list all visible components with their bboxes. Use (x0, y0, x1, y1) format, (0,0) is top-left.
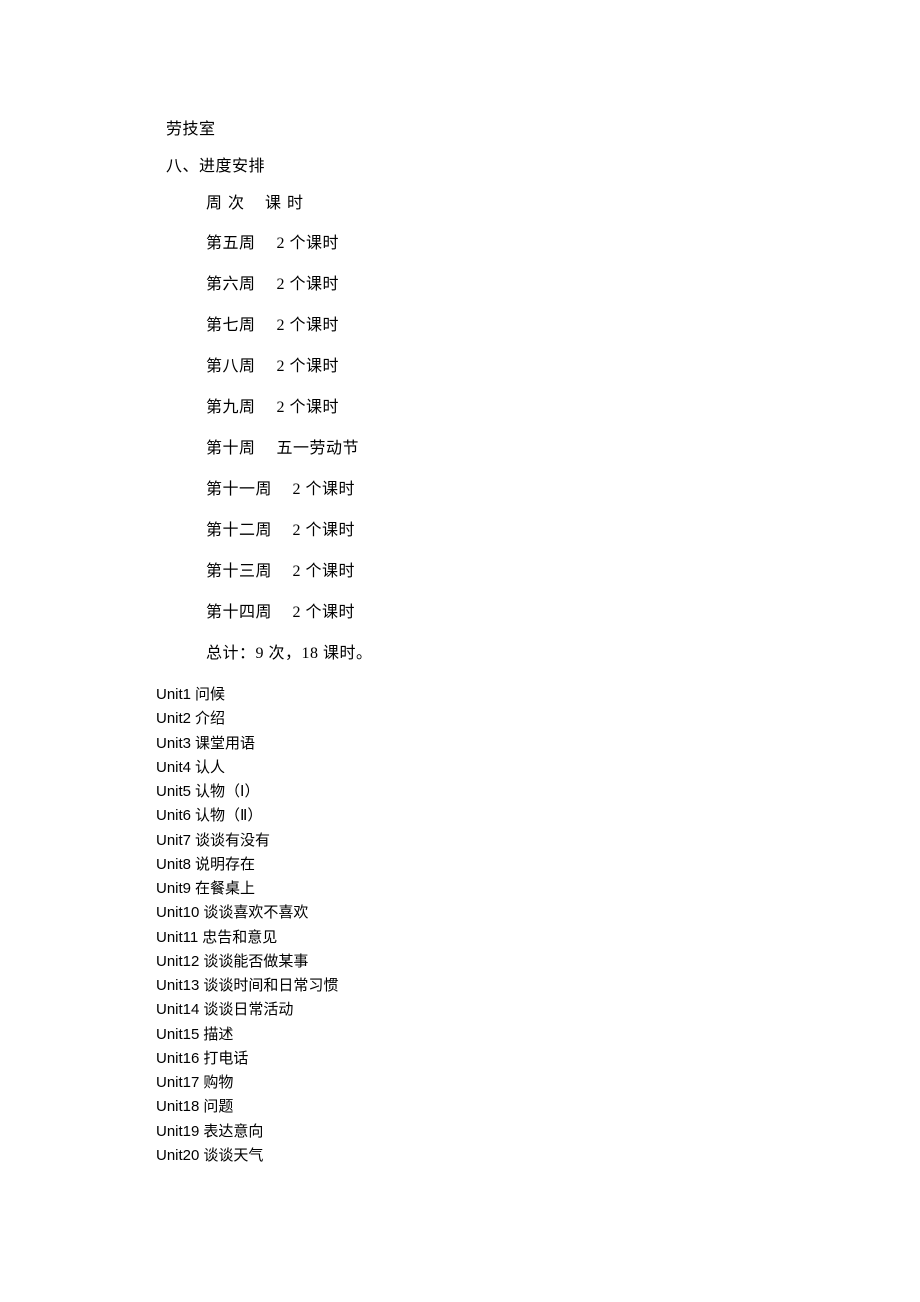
schedule-week: 第八周 (206, 355, 272, 379)
schedule-week: 第五周 (206, 232, 272, 256)
schedule-header-week: 周 次 (206, 195, 245, 212)
schedule-row: 第八周 2 个课时 (206, 355, 920, 379)
schedule-hours: 2 个课时 (277, 235, 340, 252)
unit-row: Unit3课堂用语 (156, 732, 920, 756)
schedule-row: 第十二周 2 个课时 (206, 519, 920, 543)
unit-row: Unit7谈谈有没有 (156, 829, 920, 853)
unit-title: 谈谈能否做某事 (203, 954, 308, 970)
unit-row: Unit8说明存在 (156, 853, 920, 877)
schedule-week: 第十四周 (206, 601, 288, 625)
schedule-week: 第十周 (206, 437, 272, 461)
unit-label: Unit7 (156, 832, 191, 849)
schedule-row: 第七周 2 个课时 (206, 314, 920, 338)
unit-title: 购物 (203, 1075, 233, 1091)
unit-row: Unit2介绍 (156, 707, 920, 731)
unit-row: Unit15描述 (156, 1023, 920, 1047)
schedule-row: 第六周 2 个课时 (206, 273, 920, 297)
schedule-hours: 2 个课时 (293, 481, 356, 498)
unit-label: Unit11 (156, 929, 198, 946)
unit-label: Unit2 (156, 710, 191, 727)
unit-row: Unit16打电话 (156, 1047, 920, 1071)
unit-title: 描述 (203, 1027, 233, 1043)
unit-label: Unit19 (156, 1123, 199, 1140)
unit-title: 忠告和意见 (202, 930, 277, 946)
unit-label: Unit18 (156, 1098, 199, 1115)
schedule-hours: 2 个课时 (293, 522, 356, 539)
schedule-week: 第十三周 (206, 560, 288, 584)
unit-row: Unit20谈谈天气 (156, 1144, 920, 1168)
unit-label: Unit1 (156, 686, 191, 703)
unit-title: 认物（Ⅰ） (195, 784, 259, 800)
unit-title: 认人 (195, 760, 225, 776)
unit-list: Unit1问候 Unit2介绍 Unit3课堂用语 Unit4认人 Unit5认… (156, 683, 920, 1168)
unit-label: Unit3 (156, 735, 191, 752)
unit-label: Unit14 (156, 1001, 199, 1018)
schedule-hours: 2 个课时 (277, 317, 340, 334)
unit-label: Unit4 (156, 759, 191, 776)
schedule-hours: 2 个课时 (293, 604, 356, 621)
section-title-schedule: 八、进度安排 (166, 155, 920, 179)
unit-row: Unit5认物（Ⅰ） (156, 780, 920, 804)
schedule-hours: 2 个课时 (293, 563, 356, 580)
unit-label: Unit5 (156, 783, 191, 800)
unit-title: 谈谈喜欢不喜欢 (203, 905, 308, 921)
schedule-hours: 2 个课时 (277, 276, 340, 293)
schedule-row: 第十三周 2 个课时 (206, 560, 920, 584)
unit-row: Unit14谈谈日常活动 (156, 998, 920, 1022)
schedule-hours: 2 个课时 (277, 358, 340, 375)
schedule-week: 第六周 (206, 273, 272, 297)
unit-row: Unit19表达意向 (156, 1120, 920, 1144)
unit-label: Unit17 (156, 1074, 199, 1091)
unit-label: Unit16 (156, 1050, 199, 1067)
unit-title: 介绍 (195, 711, 225, 727)
unit-title: 谈谈时间和日常习惯 (203, 978, 338, 994)
schedule-hours: 五一劳动节 (277, 440, 360, 457)
schedule-row: 第九周 2 个课时 (206, 396, 920, 420)
schedule-row: 第十周 五一劳动节 (206, 437, 920, 461)
unit-row: Unit18问题 (156, 1095, 920, 1119)
schedule-row: 第五周 2 个课时 (206, 232, 920, 256)
schedule-header-hours: 课 时 (265, 195, 304, 212)
unit-label: Unit8 (156, 856, 191, 873)
unit-row: Unit4认人 (156, 756, 920, 780)
unit-title: 表达意向 (203, 1124, 263, 1140)
schedule-week: 第十二周 (206, 519, 288, 543)
schedule-total: 总计：9 次，18 课时。 (206, 642, 920, 666)
unit-title: 问题 (203, 1099, 233, 1115)
unit-title: 说明存在 (195, 857, 255, 873)
unit-title: 课堂用语 (195, 736, 255, 752)
unit-label: Unit20 (156, 1147, 199, 1164)
unit-label: Unit13 (156, 977, 199, 994)
unit-row: Unit13谈谈时间和日常习惯 (156, 974, 920, 998)
schedule-week: 第十一周 (206, 478, 288, 502)
schedule-header: 周 次 课 时 (206, 192, 920, 216)
unit-title: 谈谈有没有 (195, 833, 270, 849)
unit-title: 谈谈日常活动 (203, 1002, 293, 1018)
unit-title: 谈谈天气 (203, 1148, 263, 1164)
unit-label: Unit6 (156, 807, 191, 824)
schedule-week: 第七周 (206, 314, 272, 338)
schedule-row: 第十四周 2 个课时 (206, 601, 920, 625)
unit-row: Unit11忠告和意见 (156, 926, 920, 950)
schedule-hours: 2 个课时 (277, 399, 340, 416)
unit-title: 认物（Ⅱ） (195, 808, 262, 824)
unit-label: Unit15 (156, 1026, 199, 1043)
section-title-room: 劳技室 (166, 118, 920, 142)
unit-row: Unit17购物 (156, 1071, 920, 1095)
unit-title: 在餐桌上 (195, 881, 255, 897)
schedule-week: 第九周 (206, 396, 272, 420)
unit-row: Unit10谈谈喜欢不喜欢 (156, 901, 920, 925)
unit-row: Unit12谈谈能否做某事 (156, 950, 920, 974)
unit-row: Unit6认物（Ⅱ） (156, 804, 920, 828)
unit-label: Unit10 (156, 904, 199, 921)
unit-title: 问候 (195, 687, 225, 703)
unit-label: Unit12 (156, 953, 199, 970)
schedule-row: 第十一周 2 个课时 (206, 478, 920, 502)
unit-row: Unit1问候 (156, 683, 920, 707)
unit-row: Unit9在餐桌上 (156, 877, 920, 901)
unit-label: Unit9 (156, 880, 191, 897)
unit-title: 打电话 (203, 1051, 248, 1067)
